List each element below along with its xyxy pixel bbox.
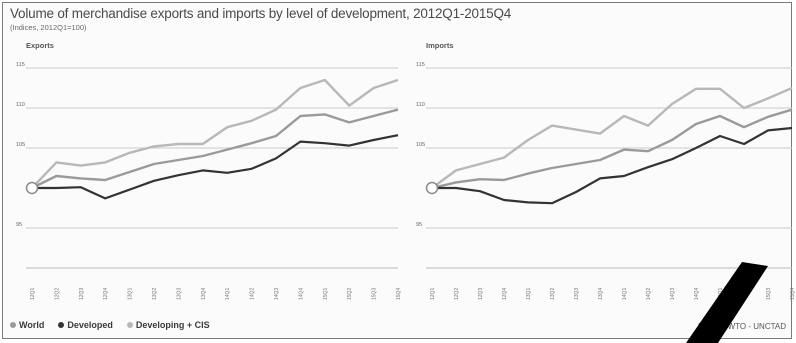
panel-imports-xtick-15Q3: 15Q3 bbox=[766, 288, 772, 300]
legend-label-world: World bbox=[19, 320, 45, 330]
swoosh-stroke bbox=[686, 262, 768, 343]
panel-exports-xtick-15Q3: 15Q3 bbox=[372, 288, 378, 300]
panel-imports-xtick-14Q2: 14Q2 bbox=[646, 288, 652, 300]
panel-exports-xtick-14Q4: 14Q4 bbox=[298, 288, 304, 300]
panel-imports-ytick-105: 105 bbox=[416, 142, 425, 148]
panel-exports-xtick-15Q4: 15Q4 bbox=[396, 288, 402, 300]
legend-item-developing: Developing + CIS bbox=[126, 320, 210, 330]
legend-swatch-developing bbox=[126, 322, 133, 328]
source-note: Source: WTO - UNCTAD bbox=[697, 322, 786, 331]
panel-exports-xtick-14Q1: 14Q1 bbox=[225, 288, 231, 300]
panel-exports-line-developing bbox=[31, 78, 399, 189]
panel-exports-xtick-12Q1: 12Q1 bbox=[30, 288, 36, 300]
panel-exports-ytick-110: 110 bbox=[16, 102, 25, 108]
legend-swatch-world bbox=[10, 322, 16, 328]
panel-imports-line-developed bbox=[432, 126, 793, 205]
panel-exports-xtick-14Q3: 14Q3 bbox=[274, 288, 280, 300]
panel-exports-xtick-13Q3: 13Q3 bbox=[176, 288, 182, 300]
panel-imports-xtick-13Q1: 13Q1 bbox=[526, 288, 532, 300]
panel-imports-ytick-95: 95 bbox=[416, 222, 422, 228]
legend: World Developed Developing + CIS bbox=[10, 320, 210, 330]
panel-imports-line-world bbox=[431, 108, 793, 190]
panel-imports-xtick-14Q4: 14Q4 bbox=[694, 288, 700, 300]
panel-exports-xtick-14Q2: 14Q2 bbox=[250, 288, 256, 300]
panel-imports-base-marker bbox=[425, 181, 439, 195]
panel-exports-ytick-105: 105 bbox=[16, 142, 25, 148]
panel-exports-xtick-12Q3: 12Q3 bbox=[79, 288, 85, 300]
panel-exports-xtick-12Q4: 12Q4 bbox=[103, 288, 109, 300]
panel-exports-line-developed bbox=[32, 134, 399, 200]
legend-swatch-developed bbox=[58, 322, 65, 328]
chart-title: Volume of merchandise exports and import… bbox=[10, 6, 512, 21]
panel-imports-xtick-14Q1: 14Q1 bbox=[622, 288, 628, 300]
panel-exports-ytick-115: 115 bbox=[16, 62, 25, 68]
panel-exports-xtick-13Q2: 13Q2 bbox=[152, 288, 158, 300]
panel-imports-xtick-12Q1: 12Q1 bbox=[430, 288, 436, 300]
legend-label-developing: Developing + CIS bbox=[135, 320, 210, 330]
panel-imports-xtick-12Q4: 12Q4 bbox=[502, 288, 508, 300]
panel-exports-xtick-13Q4: 13Q4 bbox=[201, 288, 207, 300]
panel-exports-xtick-15Q1: 15Q1 bbox=[323, 288, 329, 300]
panel-imports-ytick-110: 110 bbox=[416, 102, 425, 108]
panel-imports-xtick-13Q2: 13Q2 bbox=[550, 288, 556, 300]
panel-exports-xtick-12Q2: 12Q2 bbox=[54, 288, 60, 300]
panel-exports-title: Exports bbox=[26, 41, 54, 50]
panel-imports-xtick-12Q3: 12Q3 bbox=[478, 288, 484, 300]
panel-exports-xtick-13Q1: 13Q1 bbox=[128, 288, 134, 300]
panel-imports-ytick-115: 115 bbox=[416, 62, 425, 68]
legend-item-developed: Developed bbox=[58, 320, 113, 330]
panel-imports-line-developing bbox=[431, 86, 793, 189]
panel-imports-xtick-14Q3: 14Q3 bbox=[670, 288, 676, 300]
panel-imports-xtick-15Q4: 15Q4 bbox=[790, 288, 796, 300]
panel-exports-xtick-15Q2: 15Q2 bbox=[347, 288, 353, 300]
panel-imports-xtick-13Q3: 13Q3 bbox=[574, 288, 580, 300]
panel-imports-title: Imports bbox=[426, 41, 454, 50]
panel-exports-base-marker bbox=[25, 181, 39, 195]
panel-imports-xtick-13Q4: 13Q4 bbox=[598, 288, 604, 300]
legend-label-developed: Developed bbox=[67, 320, 113, 330]
chart-subtitle: (Indices, 2012Q1=100) bbox=[10, 23, 87, 32]
panel-imports-xtick-12Q2: 12Q2 bbox=[454, 288, 460, 300]
legend-item-world: World bbox=[10, 320, 44, 330]
panel-exports-line-world bbox=[31, 108, 399, 190]
panel-exports-ytick-95: 95 bbox=[16, 222, 22, 228]
